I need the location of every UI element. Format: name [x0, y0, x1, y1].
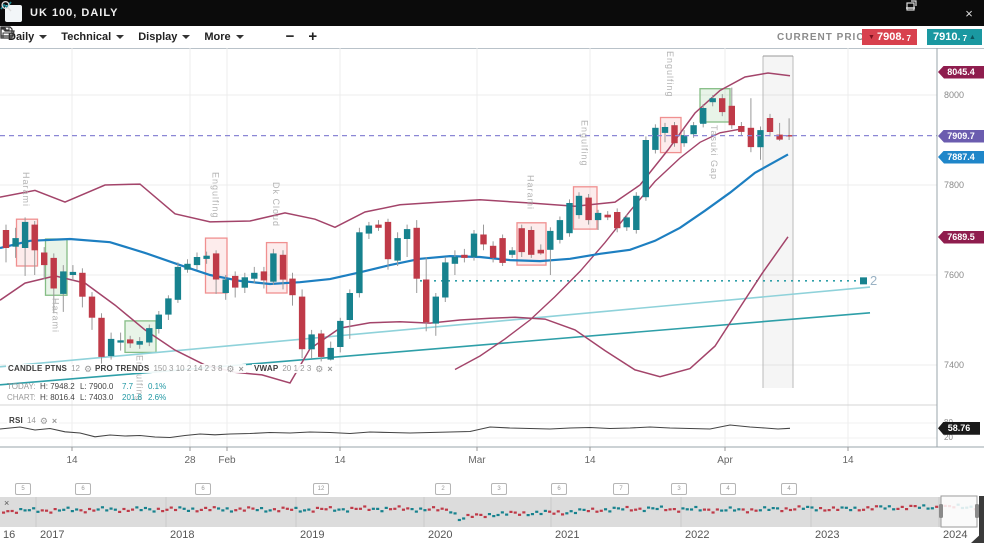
current-price-label: CURRENT PRICE: — [777, 31, 877, 43]
legend-vwap: VWAP 20 1 2 3 ⚙ × — [252, 363, 335, 374]
toolbar: Daily Technical Display More − + CURRENT… — [0, 26, 984, 49]
menu-daily[interactable]: Daily — [8, 31, 48, 43]
gear-icon[interactable]: ⚙ — [39, 415, 48, 426]
gear-icon[interactable]: ⚙ — [315, 363, 324, 374]
event-marker[interactable]: 6 — [75, 483, 91, 495]
gear-icon[interactable]: ⚙ — [84, 363, 93, 374]
symbol-title: UK 100, DAILY — [30, 7, 119, 19]
event-marker[interactable]: 2 — [435, 483, 451, 495]
close-icon[interactable]: × — [51, 415, 58, 426]
down-arrow-icon: ▼ — [868, 33, 875, 41]
event-marker[interactable]: 7 — [613, 483, 629, 495]
window-controls: × — [906, 0, 976, 26]
bid-price-badge: ▼ 7908. 7 — [862, 29, 917, 45]
event-marker[interactable]: 5 — [15, 483, 31, 495]
event-marker[interactable]: 4 — [781, 483, 797, 495]
chevron-down-icon — [235, 35, 244, 39]
menu-more[interactable]: More — [204, 31, 244, 43]
event-marker[interactable]: 6 — [551, 483, 567, 495]
close-icon[interactable]: × — [327, 363, 333, 374]
chevron-down-icon — [116, 35, 125, 39]
event-marker[interactable]: 3 — [491, 483, 507, 495]
close-button[interactable]: × — [965, 5, 973, 21]
chart-canvas[interactable] — [0, 48, 984, 543]
zoom-in-button[interactable]: + — [308, 28, 318, 45]
ask-price-badge: 7910. 7 ▲ — [927, 29, 982, 45]
up-arrow-icon: ▲ — [969, 33, 976, 41]
restore-button[interactable] — [906, 0, 948, 20]
chevron-down-icon — [182, 35, 191, 39]
navigator-close-icon[interactable]: × — [4, 498, 10, 508]
event-marker[interactable]: 12 — [313, 483, 329, 495]
close-icon[interactable]: × — [238, 363, 244, 374]
event-marker[interactable]: 4 — [720, 483, 736, 495]
event-marker[interactable]: 3 — [671, 483, 687, 495]
chart-graphics — [0, 48, 984, 543]
zoom-out-button[interactable]: − — [285, 28, 295, 45]
event-marker[interactable]: 6 — [195, 483, 211, 495]
menu-display[interactable]: Display — [138, 31, 191, 43]
title-bar: UK 100, DAILY × — [0, 0, 984, 26]
menu-technical[interactable]: Technical — [61, 31, 125, 43]
legend-pro-trends: PRO TRENDS 150 3 10 2 14 2 3 8 ⚙ × — [93, 363, 246, 374]
legend-rsi: RSI 14 ⚙ × — [7, 415, 60, 426]
chevron-down-icon — [39, 35, 48, 39]
gear-icon[interactable]: ⚙ — [226, 363, 235, 374]
